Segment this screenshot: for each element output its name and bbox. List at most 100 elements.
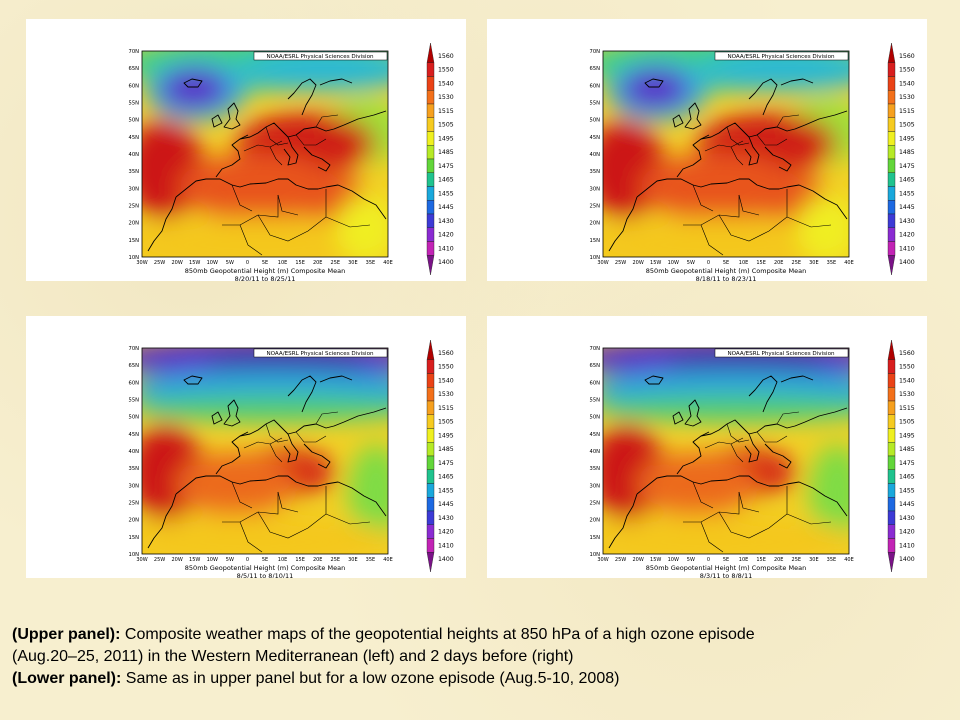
height-field [603, 51, 849, 257]
caption-lower-text: Same as in upper panel but for a low ozo… [121, 670, 620, 687]
header-box [253, 51, 388, 61]
country-borders [222, 114, 371, 256]
colorbar-swatch [426, 538, 435, 553]
colorbar-label: 1530 [438, 94, 454, 101]
lat-label: 30N [590, 483, 601, 489]
colorbar-label: 1420 [438, 529, 454, 536]
map-figure: NOAA/ESRL Physical Sciences Division 70N 6… [129, 339, 454, 578]
colorbar-swatch [887, 339, 896, 360]
lat-label: 40N [590, 152, 601, 158]
lat-label: 65N [590, 363, 601, 369]
colorbar-swatch [887, 255, 896, 276]
lon-label: 15W [650, 260, 661, 266]
colorbar-label: 1465 [899, 474, 915, 481]
lat-label: 40N [129, 449, 140, 455]
colorbar-swatch [426, 400, 435, 415]
coastlines [608, 375, 848, 549]
lon-label: 30E [809, 260, 819, 266]
lat-label: 40N [129, 152, 140, 158]
country-borders [683, 411, 832, 553]
colorbar-label: 1410 [899, 542, 915, 549]
colorbar-label: 1420 [438, 232, 454, 239]
lat-label: 60N [129, 83, 140, 89]
colorbar-label: 1495 [899, 135, 915, 142]
colorbar-swatch [426, 200, 435, 215]
map-dates: 8/18/11 to 8/23/11 [696, 275, 757, 281]
colorbar-label: 1475 [438, 163, 454, 170]
lon-label: 30W [136, 260, 147, 266]
colorbar-swatch [887, 373, 896, 388]
colorbar-swatch [887, 524, 896, 539]
colorbar-label: 1400 [438, 259, 454, 266]
lon-label: 5E [723, 260, 729, 266]
colorbar-label: 1430 [899, 218, 915, 225]
coastlines [147, 375, 387, 549]
colorbar-swatch [426, 339, 435, 360]
lat-label: 55N [590, 398, 601, 404]
colorbar-label: 1530 [438, 391, 454, 398]
colorbar-swatch [426, 158, 435, 173]
colorbar-swatch [426, 172, 435, 187]
colorbar-label: 1485 [899, 149, 915, 156]
colorbar-swatch [887, 213, 896, 228]
colorbar-label: 1540 [899, 377, 915, 384]
lat-label: 10N [129, 552, 140, 558]
lon-label: 10E [278, 557, 288, 563]
colorbar-label: 1475 [899, 460, 915, 467]
colorbar: 1560 1550 1540 1530 1515 1505 1495 1485 1475 1465… [887, 42, 915, 276]
colorbar-label: 1515 [438, 405, 454, 412]
colorbar-label: 1515 [438, 108, 454, 115]
colorbar-label: 1430 [438, 218, 454, 225]
colorbar-label: 1550 [899, 364, 915, 371]
lat-label: 45N [129, 135, 140, 141]
lon-label: 30E [809, 557, 819, 563]
colorbar-label: 1505 [438, 419, 454, 426]
map-frame [141, 347, 389, 555]
colorbar-swatch [887, 172, 896, 187]
lat-label: 40N [590, 449, 601, 455]
map-frame [141, 50, 389, 258]
colorbar-label: 1515 [899, 405, 915, 412]
map-header-text: NOAA/ESRL Physical Sciences Division [727, 351, 835, 357]
caption-line-3: (Lower panel): Same as in upper panel bu… [12, 668, 952, 690]
colorbar-label: 1550 [438, 364, 454, 371]
colorbar-swatch [426, 145, 435, 160]
lon-label: 25E [792, 557, 802, 563]
map-panel-upper-left: NOAA/ESRL Physical Sciences Division 70N 6… [26, 19, 466, 281]
country-borders [683, 114, 832, 256]
lon-label: 25W [154, 260, 165, 266]
lat-label: 25N [590, 204, 601, 210]
lat-label: 65N [129, 66, 140, 72]
lat-label: 45N [590, 432, 601, 438]
colorbar-label: 1495 [438, 135, 454, 142]
colorbar-swatch [426, 428, 435, 443]
colorbar-swatch [887, 387, 896, 402]
lat-label: 35N [590, 169, 601, 175]
map-figure: NOAA/ESRL Physical Sciences Division 70N 6… [590, 42, 915, 281]
lon-label: 30E [348, 557, 358, 563]
colorbar-label: 1420 [899, 529, 915, 536]
map-dates: 8/5/11 to 8/10/11 [237, 572, 294, 578]
lat-label: 15N [590, 535, 601, 541]
lon-label: 30W [597, 260, 608, 266]
colorbar-label: 1410 [438, 245, 454, 252]
lon-label: 20W [632, 260, 643, 266]
colorbar-swatch [426, 510, 435, 525]
colorbar-label: 1530 [899, 391, 915, 398]
colorbar-label: 1505 [438, 122, 454, 129]
height-field [142, 51, 388, 257]
caption-upper-text-2: (Aug.20–25, 2011) in the Western Mediter… [12, 648, 574, 665]
lon-label: 15E [756, 557, 766, 563]
colorbar-swatch [887, 186, 896, 201]
lon-label: 10E [739, 260, 749, 266]
lon-label: 20W [171, 557, 182, 563]
colorbar-swatch [426, 76, 435, 91]
lon-label: 25W [154, 557, 165, 563]
colorbar-label: 1505 [899, 122, 915, 129]
header-box [714, 348, 849, 358]
lon-label: 5W [687, 260, 695, 266]
lon-label: 20E [774, 557, 784, 563]
colorbar-label: 1485 [438, 446, 454, 453]
map-title: 850mb Geopotential Height (m) Composite … [646, 564, 806, 572]
map-header-text: NOAA/ESRL Physical Sciences Division [266, 54, 374, 60]
